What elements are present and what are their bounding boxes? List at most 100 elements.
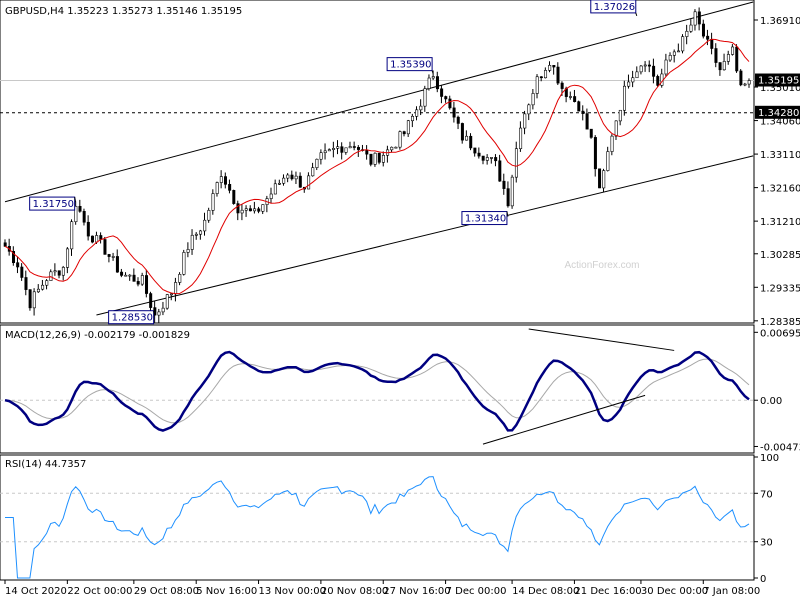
candle-body xyxy=(739,70,743,86)
candle-body xyxy=(49,271,53,281)
annotation-pointer xyxy=(74,196,77,203)
rsi-pane-title: RSI(14) 44.7357 xyxy=(5,459,86,470)
candle-body xyxy=(45,280,49,286)
candle-body xyxy=(103,239,107,255)
candle-body xyxy=(647,64,651,67)
price-y-tick-label: 1.28385 xyxy=(760,317,800,328)
candle-body xyxy=(618,109,622,122)
candle-body xyxy=(253,208,257,212)
x-tick-label: 5 Nov 16:00 xyxy=(196,586,257,597)
candle-body xyxy=(344,147,348,153)
candle-body xyxy=(66,248,70,268)
candle-body xyxy=(556,66,560,84)
candle-body xyxy=(697,11,701,25)
candle-body xyxy=(731,46,735,55)
candle-body xyxy=(161,307,165,313)
candle-body xyxy=(323,150,327,153)
candle-body xyxy=(435,76,439,90)
candle-body xyxy=(70,221,74,250)
candle-body xyxy=(174,282,178,295)
candle-body xyxy=(95,235,99,243)
candle-body xyxy=(149,293,153,308)
candle-body xyxy=(502,180,506,189)
candle-body xyxy=(120,271,124,276)
candle-body xyxy=(278,182,282,185)
candle-body xyxy=(115,256,119,273)
macd-trendline xyxy=(482,394,646,445)
x-tick-label: 21 Dec 16:00 xyxy=(574,586,641,597)
candle-body xyxy=(53,270,57,273)
candle-body xyxy=(327,149,331,152)
candlesticks xyxy=(3,7,751,323)
annotation-pointer xyxy=(153,310,156,316)
candle-body xyxy=(352,146,356,148)
candle-body xyxy=(714,48,718,63)
rsi-pane-frame xyxy=(0,454,755,581)
candle-body xyxy=(211,193,215,211)
candle-body xyxy=(28,289,32,309)
candle-body xyxy=(377,152,381,163)
macd-y-tick-label: 0.00 xyxy=(760,396,782,407)
price-annotations: 1.37026 1.35390 1.31750 1.31340 1.28530 xyxy=(29,0,638,325)
candle-body xyxy=(186,249,190,253)
candle-body xyxy=(136,281,140,285)
candle-body xyxy=(315,158,319,168)
candle-body xyxy=(431,76,435,79)
rsi-y-tick-label: 70 xyxy=(760,489,773,500)
candle-body xyxy=(444,96,448,100)
candle-body xyxy=(236,203,240,214)
candle-body xyxy=(24,277,28,290)
candle-body xyxy=(627,81,631,87)
candle-body xyxy=(240,209,244,214)
candle-body xyxy=(369,153,373,165)
candle-body xyxy=(473,147,477,154)
macd-y-tick-label: -0.004736 xyxy=(760,442,800,453)
candle-body xyxy=(207,210,211,221)
candle-body xyxy=(282,177,286,184)
price-y-tick-label: 1.36910 xyxy=(760,16,800,27)
rsi-y-tick-label: 100 xyxy=(760,453,779,464)
candle-body xyxy=(381,154,385,163)
macd-main-line xyxy=(4,350,750,432)
price-y-tick-label: 1.30285 xyxy=(760,250,800,261)
candle-body xyxy=(398,131,402,148)
annotation-pointer xyxy=(635,12,638,17)
annotation-label: 1.28530 xyxy=(112,313,153,324)
price-y-tick-label: 1.33110 xyxy=(760,150,800,161)
candle-body xyxy=(356,147,360,150)
candle-body xyxy=(423,88,427,107)
candle-body xyxy=(560,82,564,89)
candle-body xyxy=(194,233,198,236)
price-pane-title: GBPUSD,H4 1.35223 1.35273 1.35146 1.3519… xyxy=(5,6,242,17)
candle-body xyxy=(332,147,336,150)
channel-upper-line xyxy=(4,1,754,203)
candle-body xyxy=(706,35,710,40)
candle-body xyxy=(514,148,518,178)
candle-body xyxy=(319,152,323,160)
x-tick-label: 27 Nov 16:00 xyxy=(383,586,450,597)
candle-body xyxy=(531,93,535,106)
candle-body xyxy=(631,77,635,83)
candle-body xyxy=(32,291,36,309)
candle-body xyxy=(107,254,111,257)
candle-body xyxy=(535,76,539,94)
channel-lines xyxy=(4,1,754,316)
x-tick-label: 30 Dec 00:00 xyxy=(641,586,708,597)
candle-body xyxy=(411,116,415,122)
candle-body xyxy=(348,146,352,149)
rsi-y-tick-label: 0 xyxy=(760,574,766,585)
candle-body xyxy=(722,61,726,71)
candle-body xyxy=(12,251,16,264)
candle-body xyxy=(726,54,730,62)
candle-body xyxy=(602,170,606,189)
candle-body xyxy=(132,274,136,282)
x-tick-label: 14 Dec 08:00 xyxy=(512,586,579,597)
candle-body xyxy=(298,175,302,188)
annotation-label: 1.35390 xyxy=(390,60,431,71)
rsi-y-tick-label: 30 xyxy=(760,538,773,549)
candle-body xyxy=(257,208,261,212)
candle-body xyxy=(519,127,523,150)
candle-body xyxy=(307,175,311,190)
candle-body xyxy=(710,38,714,49)
